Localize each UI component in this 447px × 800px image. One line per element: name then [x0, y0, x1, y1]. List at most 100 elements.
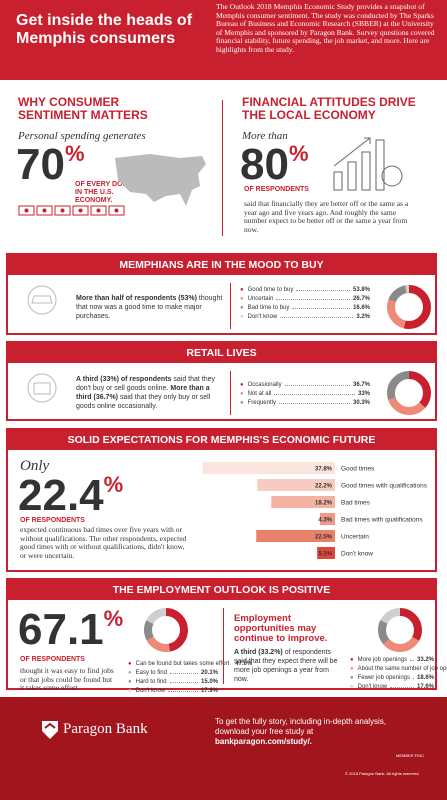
legend-value: 47.0% [235, 661, 253, 667]
donut [387, 285, 431, 329]
bar-value: 5.1% [318, 552, 332, 558]
legend-label: Frequently [247, 400, 276, 406]
bullet: ● [240, 400, 244, 406]
number: 67.1 [18, 605, 104, 654]
bar [257, 479, 335, 491]
bullet: ● [240, 305, 244, 311]
leader [292, 308, 350, 309]
bold-text: A third (33%) of respondents [76, 376, 172, 383]
legend-value: 16.6% [352, 305, 370, 311]
us-map [115, 154, 206, 206]
suffix: % [103, 472, 124, 497]
donut-segment [387, 371, 431, 415]
legend-row: ● Easy to find 20.1% [128, 667, 218, 676]
bar [271, 496, 335, 508]
text: of respondents said that they expect the… [234, 649, 338, 683]
legend-value: 3.2% [356, 314, 370, 320]
legend-label: Easy to find [135, 670, 167, 676]
number: 22.4 [18, 471, 104, 520]
legend-value: 26.7% [352, 296, 370, 302]
suffix: % [103, 606, 124, 631]
leader [410, 660, 414, 661]
suffix: % [288, 141, 309, 166]
leader [284, 385, 350, 386]
bar-value: 37.8% [315, 467, 333, 473]
legend-row: ● Can be found but takes some effort 47.0% [128, 658, 252, 667]
legend-label: Don't know [357, 684, 388, 690]
leader [280, 317, 354, 318]
leader [274, 394, 355, 395]
legend-value: 33.2% [416, 657, 434, 663]
leader [413, 678, 414, 679]
leader [390, 687, 414, 688]
divider [222, 100, 223, 236]
caption: said that financially they are better of… [244, 199, 409, 234]
suffix: % [64, 141, 85, 166]
bold-text: More than a third (36.7%) [76, 385, 210, 401]
donut-segment [378, 608, 422, 652]
legend-row: ● Frequently 30.3% [240, 397, 370, 406]
legend-row: ● Don't know 17.6% [350, 681, 434, 690]
bullet: ● [128, 688, 132, 694]
section-heading: RETAIL LIVES [8, 343, 435, 363]
legend-row: ● Uncertain 26.7% [240, 293, 370, 302]
legend-row: ● Occasionally 36.7% [240, 379, 370, 388]
intro: The Outlook 2018 Memphis Economic Study … [216, 2, 435, 54]
bullet: ● [128, 670, 132, 676]
respondents: OF RESPONDENTS [244, 186, 309, 193]
number: 70 [16, 140, 65, 189]
text: said that they only buy or sell goods on… [76, 394, 211, 410]
logo [42, 721, 58, 739]
bullet: ● [240, 382, 244, 388]
section-expectations: SOLID EXPECTATIONS FOR MEMPHIS'S ECONOMI… [6, 428, 437, 572]
header: Get inside the heads of Memphis consumer… [0, 0, 447, 80]
big-number: 67.1% [18, 608, 123, 652]
section-heading: MEMPHIANS ARE IN THE MOOD TO BUY [8, 255, 435, 275]
brand: Paragon Bank [63, 721, 148, 737]
legend-label: Hard to find [135, 679, 167, 685]
donut-segment [378, 608, 422, 652]
bullet: ● [240, 296, 244, 302]
legend-row: ● More job openings 33.2% [350, 654, 434, 663]
bullet: ● [128, 661, 132, 667]
legend-value: 17.9% [200, 688, 218, 694]
bar-value: 22.5% [315, 535, 333, 541]
bar-label: Don't know [341, 551, 373, 558]
caption: thought it was easy to find jobs or that… [20, 666, 114, 692]
bullet: ● [240, 287, 244, 293]
respondents: OF RESPONDENTS [20, 656, 85, 663]
number: 80 [240, 140, 289, 189]
leader [169, 682, 198, 683]
donut-segment [144, 608, 188, 652]
legend-label: About the same number of job openings [357, 666, 447, 672]
legend-label: Can be found but takes some effort [135, 661, 230, 667]
donut [144, 608, 188, 652]
leader [168, 691, 198, 692]
bar-label: Bad times [341, 500, 371, 507]
bold-text: A third (33.2%) [234, 649, 283, 656]
big-number: 22.4% [18, 474, 123, 518]
legend-row: ● Not at all 33% [240, 388, 370, 397]
donut-segment [144, 608, 188, 652]
legend-label: Not at all [247, 391, 272, 397]
bullet: ● [350, 666, 354, 672]
caption: OF EVERY DOLLAR IN THE U.S. ECONOMY. [75, 181, 142, 204]
bullet: ● [240, 391, 244, 397]
car-icon [27, 285, 57, 315]
legend-label: Good time to buy [247, 287, 294, 293]
text: To get the fully story, including in-dep… [215, 717, 387, 736]
bullet: ● [350, 675, 354, 681]
donut [378, 608, 422, 652]
heading: FINANCIAL ATTITUDES DRIVE THE LOCAL ECON… [242, 95, 416, 122]
lead: More than [242, 130, 288, 142]
donut-segment [387, 285, 431, 329]
bullet: ● [128, 679, 132, 685]
copyright: © 2018 Paragon Bank. All rights reserved… [345, 771, 420, 776]
legend-label: Don't know [247, 314, 278, 320]
footer: Paragon Bank To get the fully story, inc… [0, 697, 447, 800]
donut-segment [378, 608, 422, 652]
link[interactable]: bankparagon.com/study/. [215, 737, 312, 746]
store-icon [27, 373, 57, 403]
legend-row: ● Good time to buy 53.8% [240, 284, 370, 293]
leader [296, 290, 350, 291]
